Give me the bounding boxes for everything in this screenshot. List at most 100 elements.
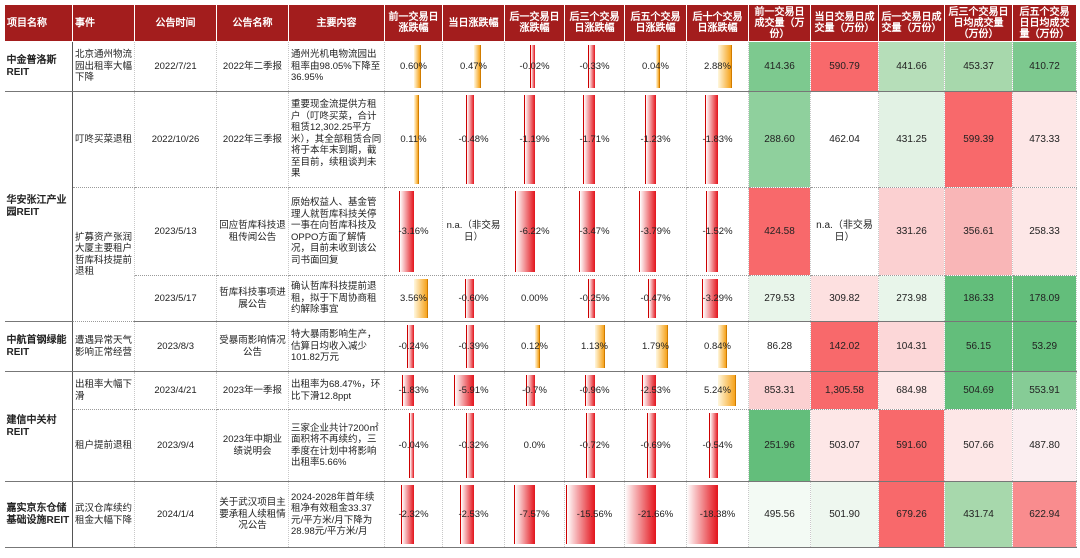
volume-cell: 273.98 [878,275,945,322]
volume-cell: 590.79 [810,41,879,92]
announcement-cell: 2022年三季报 [216,91,289,188]
change-bar [466,325,474,368]
volume-cell: 453.37 [944,41,1013,92]
header-cell: 项目名称 [4,4,73,42]
change-cell: 2.88% [686,41,749,92]
change-value: -2.32% [398,508,429,520]
date-cell: 2023/5/17 [134,275,217,322]
change-bar [717,325,727,368]
project-name-cell: 嘉实京东仓储基础设施REIT [4,481,73,548]
volume-cell: 53.29 [1012,321,1077,372]
change-cell: -0.7% [504,371,565,410]
change-bar [566,485,595,544]
change-cell: 0.00% [504,275,565,322]
volume-cell: 501.90 [810,481,879,548]
volume-cell: 431.74 [944,481,1013,548]
change-bar [706,191,718,272]
change-cell: -0.54% [686,409,749,482]
announcement-cell: 关于武汉项目主要承租人续租情况公告 [216,481,289,548]
reit-event-table-container: 项目名称 事件 公告时间 公告名称 主要内容 前一交易日涨跌幅 当日涨跌幅 后一… [4,4,1077,548]
change-bar [624,485,656,544]
change-cell: 0.04% [624,41,687,92]
change-value: 0.00% [521,292,548,304]
event-cell: 武汉仓库续约租金大幅下降 [72,481,135,548]
change-cell: -0.69% [624,409,687,482]
volume-cell: 56.15 [944,321,1013,372]
change-cell: 0.0% [504,409,565,482]
volume-cell: 331.26 [878,187,945,276]
change-value: 3.56% [400,292,427,304]
change-cell: -1.83% [686,91,749,188]
volume-cell: 599.39 [944,91,1013,188]
change-value: -3.47% [579,225,610,237]
change-bar [702,279,718,318]
change-cell: -7.57% [504,481,565,548]
volume-cell: 186.33 [944,275,1013,322]
change-value: n.a.（非交易日） [446,220,501,243]
change-bar [594,325,605,368]
change-value: -18.38% [699,508,736,520]
change-value: -0.96% [579,384,610,396]
change-value: -0.04% [398,439,429,451]
volume-cell: 495.56 [748,481,811,548]
change-value: 0.0% [523,439,546,451]
header-row: 项目名称 事件 公告时间 公告名称 主要内容 前一交易日涨跌幅 当日涨跌幅 后一… [4,4,1077,42]
change-value: -1.83% [702,133,733,145]
change-cell: 0.12% [504,321,565,372]
change-bar [402,375,414,406]
change-value: -0.25% [579,292,610,304]
change-cell: -6.22% [504,187,565,276]
change-value: -2.53% [458,508,489,520]
change-cell: n.a.（非交易日） [442,187,505,276]
volume-cell: 679.26 [878,481,945,548]
change-bar [588,279,595,318]
event-cell: 北京通州物流园出租率大幅下降 [72,41,135,92]
table-row: 租户提前退租 2023/9/4 2023年中期业绩说明会 三家企业共计7200㎡面积将… [5,409,1077,482]
change-value: -3.79% [640,225,671,237]
volume-cell: 591.60 [878,409,945,482]
change-bar [582,95,595,184]
change-bar [473,45,482,88]
header-cell: 前一交易日成交量（万份） [748,4,811,42]
change-cell: -0.02% [504,41,565,92]
change-value: -0.02% [519,60,550,72]
change-value: -0.69% [640,439,671,451]
change-value: -5.91% [458,384,489,396]
header-cell: 后五个交易日涨跌幅 [624,4,687,42]
change-bar [639,191,656,272]
change-value: 0.47% [460,60,487,72]
change-cell: -1.23% [624,91,687,188]
header-cell: 后五个交易日日均成交量（万份） [1012,4,1077,42]
volume-cell: 684.98 [878,371,945,410]
change-cell: -2.32% [384,481,443,548]
header-cell: 事件 [72,4,135,42]
change-value: -1.52% [702,225,733,237]
change-value: -3.16% [398,225,429,237]
content-cell: 确认哲库科技提前退租，拟于下周协商租约解除事宜 [288,275,385,322]
change-cell: -3.29% [686,275,749,322]
change-value: -0.39% [458,340,489,352]
event-cell: 遭遇异常天气影响正常经营 [72,321,135,372]
change-bar [400,485,414,544]
volume-cell: 309.82 [810,275,879,322]
table-row: 建信中关村REIT 出租率大幅下滑 2023/4/21 2023年一季报 出租率为68.… [4,371,1077,482]
change-value: -0.47% [640,292,671,304]
volume-cell: 487.80 [1012,409,1077,482]
table-row: 中金普洛斯REIT 北京通州物流园出租率大幅下降 2022/7/21 2022年二季报… [4,41,1077,92]
table-body: 中金普洛斯REIT 北京通州物流园出租率大幅下降 2022/7/21 2022年二季报… [4,41,1077,548]
change-value: -21.66% [637,508,674,520]
table-row: 2023/5/17 哲库科技事项进展公告 确认哲库科技提前退租，拟于下周协商租约解除… [5,275,1077,322]
volume-cell: 410.72 [1012,41,1077,92]
project-name-cell: 中航首钢绿能REIT [4,321,73,372]
event-cell: 扩募资产张润大厦主要租户哲库科技提前退租 [72,187,135,322]
volume-cell: 288.60 [748,91,811,188]
change-bar [409,413,414,478]
change-value: -2.53% [640,384,671,396]
date-cell: 2022/10/26 [134,91,217,188]
volume-cell: 414.36 [748,41,811,92]
event-cell: 出租率大幅下滑 [72,371,135,410]
table-row: 嘉实京东仓储基础设施REIT 武汉仓库续约租金大幅下降 2024/1/4 关于武汉项目… [4,481,1077,548]
change-cell: -2.53% [442,481,505,548]
change-value: 5.24% [704,384,731,396]
change-value: 0.12% [521,340,548,352]
